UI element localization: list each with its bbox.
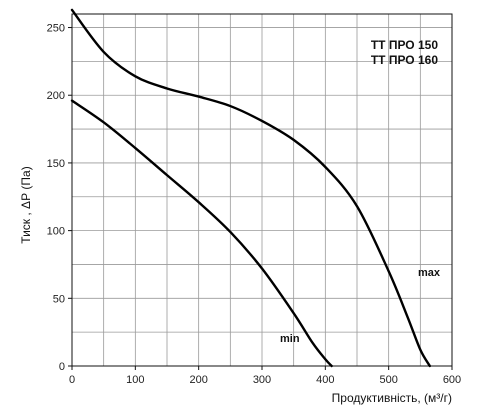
y-tick-label: 250 bbox=[47, 23, 65, 35]
y-tick-label: 50 bbox=[53, 293, 65, 305]
y-tick-label: 200 bbox=[47, 90, 65, 102]
x-tick-label: 100 bbox=[126, 374, 144, 386]
curves bbox=[70, 8, 432, 368]
axis-ticks: 0 100 200 300 400 500 600 0 50 100 150 200 250 bbox=[47, 23, 462, 386]
x-tick-label: 400 bbox=[316, 374, 334, 386]
x-axis-label: Продуктивність, (м³/г) bbox=[332, 391, 452, 405]
y-axis-label: Тиск , ΔР (Па) bbox=[19, 166, 33, 243]
y-tick-label: 100 bbox=[47, 226, 65, 238]
x-tick-label: 600 bbox=[443, 374, 461, 386]
x-tick-label: 300 bbox=[253, 374, 271, 386]
series-label-min: min bbox=[280, 333, 300, 345]
x-tick-label: 200 bbox=[189, 374, 207, 386]
model-name-2: ТТ ПРО 160 bbox=[371, 53, 438, 67]
x-tick-label: 500 bbox=[379, 374, 397, 386]
x-tick-label: 0 bbox=[69, 374, 75, 386]
y-tick-label: 150 bbox=[47, 158, 65, 170]
model-name-1: ТТ ПРО 150 bbox=[371, 38, 438, 52]
y-tick-label: 0 bbox=[59, 361, 65, 373]
grid bbox=[72, 14, 452, 366]
series-line-max bbox=[70, 8, 432, 368]
series-label-max: max bbox=[418, 267, 441, 279]
series-line-min bbox=[70, 99, 333, 368]
